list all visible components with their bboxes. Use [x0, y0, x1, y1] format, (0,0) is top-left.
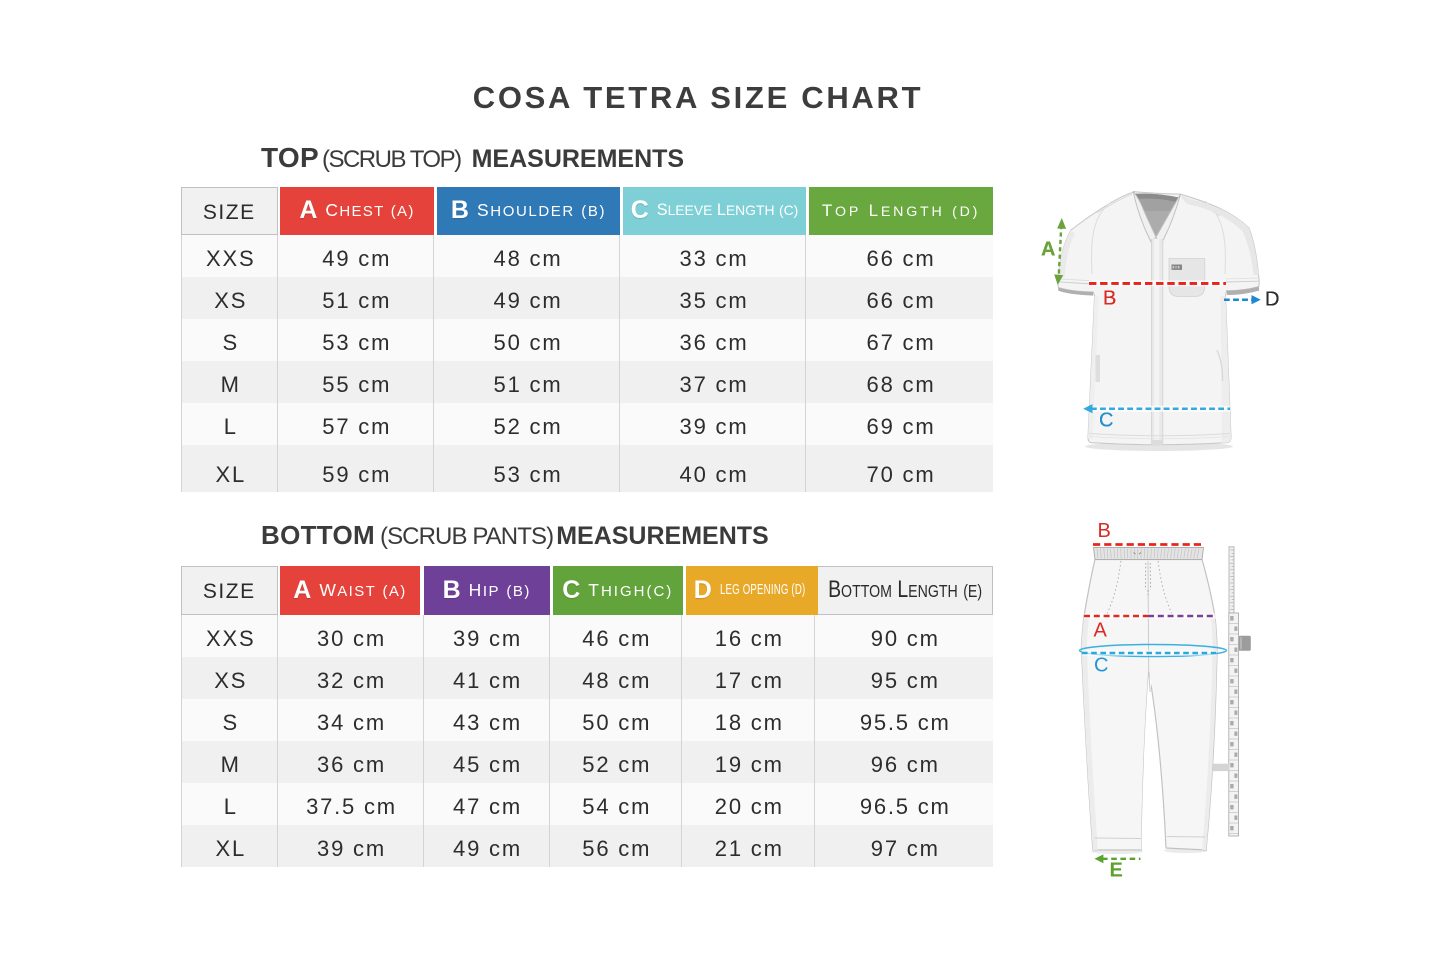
svg-text:A: A — [1041, 239, 1055, 261]
svg-text:A: A — [1041, 239, 1055, 261]
svg-text:D: D — [1265, 289, 1279, 311]
svg-text:A: A — [1094, 620, 1108, 642]
svg-text:C: C — [1099, 410, 1113, 432]
svg-text:B: B — [1103, 288, 1116, 310]
svg-text:A: A — [1041, 239, 1055, 261]
svg-text:B: B — [1103, 288, 1116, 310]
svg-text:B: B — [1103, 288, 1116, 310]
svg-text:C: C — [1099, 410, 1113, 432]
svg-text:D: D — [1265, 289, 1279, 311]
svg-text:D: D — [1265, 289, 1279, 311]
svg-text:E: E — [1110, 860, 1123, 882]
svg-text:B: B — [1098, 520, 1111, 542]
svg-text:C: C — [1094, 655, 1108, 677]
svg-text:C: C — [1099, 410, 1113, 432]
